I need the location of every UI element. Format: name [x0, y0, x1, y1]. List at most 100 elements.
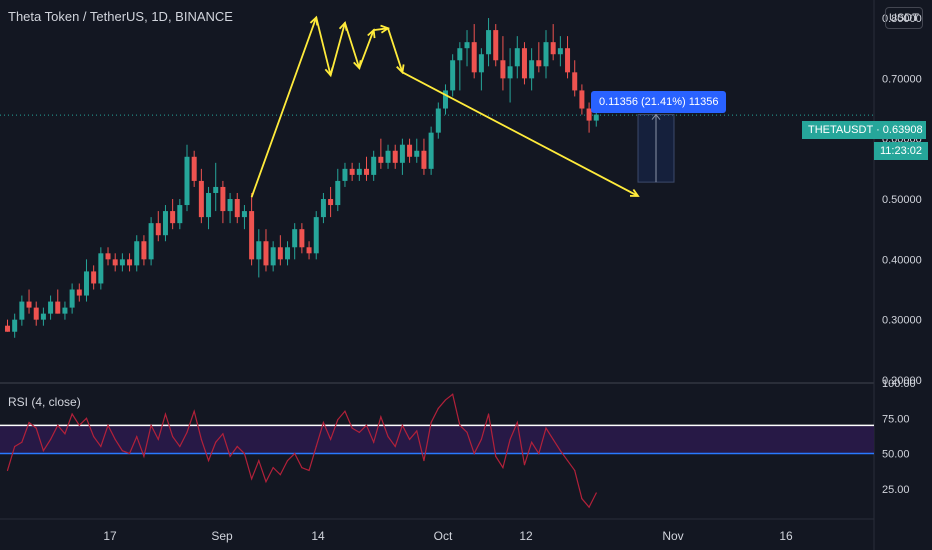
candle	[478, 48, 484, 91]
rsi-series[interactable]	[6, 393, 597, 509]
candle-body	[464, 42, 470, 49]
candle	[277, 235, 283, 266]
price-tag-divider: ·	[876, 124, 883, 136]
axes: 0.800000.700000.600000.500000.400000.300…	[103, 13, 921, 543]
candle	[392, 144, 398, 169]
rsi-point	[516, 421, 518, 424]
candle	[48, 295, 54, 320]
candle-body	[241, 211, 247, 218]
rsi-point	[380, 416, 382, 418]
pattern-arrowhead	[338, 20, 348, 31]
candle	[399, 138, 405, 175]
rsi-point	[401, 424, 403, 426]
candle-body	[378, 156, 384, 163]
candle-body	[342, 168, 348, 181]
candle-body	[134, 241, 140, 266]
time-tick-label: 16	[779, 529, 793, 543]
candle-body	[55, 301, 61, 314]
candle-body	[105, 253, 111, 260]
candle-body	[277, 247, 283, 260]
rsi-tick-label: 75.00	[882, 413, 910, 425]
rsi-point	[279, 474, 281, 476]
candle-body	[320, 199, 326, 218]
candle-body	[306, 247, 312, 254]
candle-body	[191, 156, 197, 181]
rsi-point	[459, 424, 461, 426]
rsi-point	[559, 450, 561, 452]
candle-body	[40, 313, 46, 320]
candle-body	[428, 132, 434, 169]
candlestick-series[interactable]	[5, 18, 599, 338]
candle-body	[450, 60, 456, 91]
pattern-arrowhead	[380, 24, 391, 34]
candle-body	[220, 186, 226, 212]
candle	[12, 313, 18, 338]
candle	[55, 289, 61, 314]
rsi-point	[243, 452, 246, 455]
candle	[378, 138, 384, 169]
candle-body	[184, 156, 190, 206]
candle	[91, 265, 97, 290]
candle-body	[26, 301, 32, 308]
rsi-point	[42, 450, 45, 452]
candle	[371, 150, 377, 181]
candle	[457, 42, 463, 91]
rsi-point	[93, 436, 95, 438]
rsi-point	[49, 438, 52, 441]
rsi-point	[272, 467, 274, 469]
rsi-point	[531, 441, 533, 443]
candle	[112, 253, 118, 272]
candle-body	[285, 247, 291, 260]
candle	[306, 241, 312, 260]
candle-body	[91, 271, 97, 284]
pattern-arrowhead	[367, 28, 376, 39]
rsi-point	[294, 452, 296, 455]
candle	[26, 289, 32, 314]
rsi-tick-label: 100.00	[882, 378, 916, 390]
pattern-arrowhead	[324, 67, 334, 78]
candle-body	[5, 325, 10, 332]
candle	[119, 253, 125, 272]
rsi-point	[466, 431, 468, 433]
candle-body	[328, 199, 334, 206]
candle	[155, 211, 161, 242]
candle-body	[313, 217, 319, 254]
candle-body	[565, 48, 571, 73]
price-tick-label: 0.80000	[882, 13, 922, 25]
price-tick-label: 0.50000	[882, 194, 922, 206]
rsi-point	[172, 436, 174, 438]
rsi-point	[387, 436, 389, 438]
rsi-point	[480, 438, 482, 441]
candle	[105, 247, 111, 266]
candle	[234, 192, 240, 224]
rsi-point	[523, 464, 526, 466]
rsi-point	[28, 421, 30, 424]
rsi-point	[114, 438, 116, 441]
bar-countdown: 11:23:02	[874, 142, 928, 160]
pattern-arrowhead	[396, 64, 405, 75]
candle-body	[213, 186, 219, 193]
price-tick-label: 0.20000	[882, 375, 922, 387]
time-tick-label: Nov	[662, 529, 683, 543]
rsi-point	[128, 452, 131, 455]
rsi-tick-label: 25.00	[882, 484, 910, 496]
grid	[0, 0, 875, 550]
candle	[134, 235, 140, 272]
currency-button[interactable]: USDT	[885, 7, 923, 29]
measure-label[interactable]: 0.11356 (21.41%) 11356	[591, 91, 727, 113]
candle-body	[435, 108, 441, 133]
candle	[40, 307, 46, 326]
pattern-drawing[interactable]	[250, 15, 675, 198]
rsi-point	[71, 413, 73, 415]
candle-body	[234, 199, 240, 218]
rsi-point	[444, 399, 447, 401]
rsi-tick-label: 50.00	[882, 449, 910, 461]
candle	[486, 18, 492, 67]
candle-body	[593, 114, 599, 121]
candle-body	[69, 289, 75, 308]
rsi-point	[595, 492, 597, 494]
rsi-point	[322, 421, 325, 424]
rsi-point	[574, 469, 576, 472]
candle	[442, 84, 448, 115]
